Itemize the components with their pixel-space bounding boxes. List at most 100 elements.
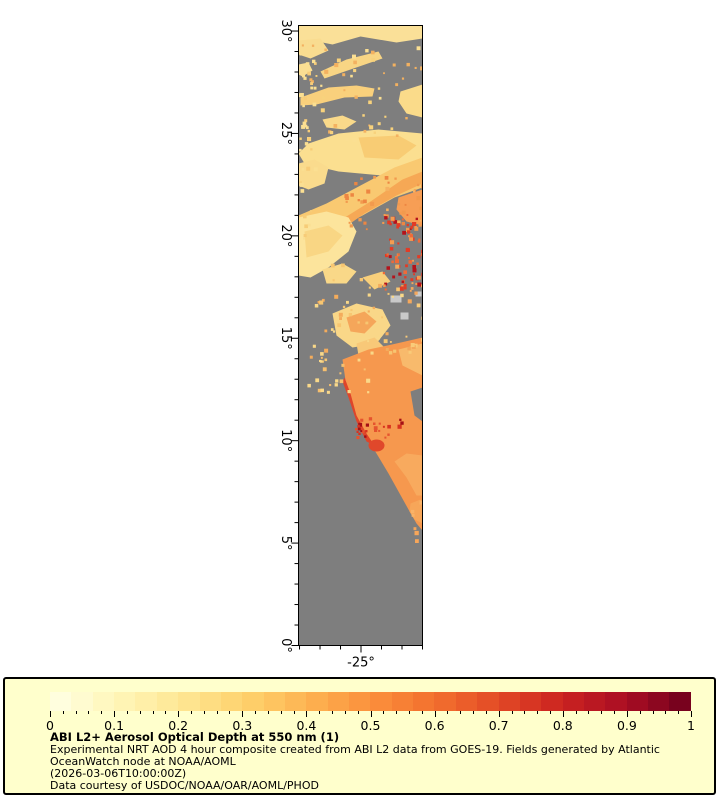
aod-speckle-mid-scatter (388, 351, 393, 355)
aod-speckle-red-cluster (403, 270, 407, 274)
cloud-patch-2 (415, 291, 422, 297)
aod-speckle-mid-scatter (342, 274, 346, 278)
aod-speckle-band-flecks (363, 221, 367, 225)
aod-speckle-mid-scatter (365, 321, 369, 325)
colorbar-minor-tick (152, 711, 154, 714)
legend-title: ABI L2+ Aerosol Optical Depth at 550 nm … (50, 730, 340, 744)
aod-speckle-top-scatter (334, 63, 339, 68)
aod-speckle-left-scatter (307, 223, 311, 227)
aod-speckle-red-cluster (391, 260, 394, 264)
colorbar-block (92, 692, 115, 711)
aod-speckle-mid-scatter (359, 278, 363, 282)
aod-speckle-red-cluster (397, 242, 400, 245)
aod-speckle-mid-scatter (367, 310, 370, 313)
aod-speckle-left-scatter (301, 125, 305, 129)
cloud-patch-0 (390, 295, 402, 303)
aod-speckle-top-scatter (353, 69, 357, 73)
colorbar-minor-tick (62, 711, 64, 714)
aod-speckle-band-flecks (349, 224, 353, 228)
aod-speckle-top-scatter (383, 72, 385, 75)
aod-speckle-right-edge-scatter (411, 345, 416, 349)
legend-timestamp: (2026-03-06T10:00:00Z) (50, 767, 187, 780)
colorbar-block (648, 692, 670, 711)
colorbar-minor-tick (255, 711, 257, 714)
aod-speckle-low-scatter (367, 391, 370, 394)
aod-speckle-top-scatter (342, 73, 346, 77)
aod-speckle-red-cluster (402, 230, 406, 235)
aod-speckle-low-scatter (366, 378, 371, 383)
aod-speckle-low-scatter (334, 383, 338, 387)
aod-speckle-top-scatter (324, 48, 327, 51)
aod-speckle-low-scatter (326, 390, 330, 394)
aod-speckle-wedge-top-red (364, 435, 367, 438)
aod-speckle-left-scatter (303, 76, 307, 80)
aod-speckle-top-scatter (373, 131, 376, 134)
aod-speckle-mid-scatter (337, 323, 342, 328)
aod-speckle-top-scatter (354, 95, 358, 99)
aod-speckle-top-scatter (420, 66, 423, 71)
aod-speckle-wedge-top-red (378, 429, 381, 432)
colorbar-block (626, 692, 649, 711)
aod-speckle-wedge-top-red (356, 430, 359, 433)
colorbar-tick-label: 0.3 (232, 718, 253, 733)
aod-speckle-low-scatter (307, 383, 311, 388)
aod-speckle-band-flecks (416, 196, 421, 201)
aod-speckle-low-scatter (341, 363, 345, 367)
aod-speckle-wedge-top-red (357, 427, 361, 431)
aod-speckle-wedge-top-red (356, 436, 360, 440)
aod-blob-wedge-grey-notch (410, 387, 423, 422)
aod-speckle-red-cluster (406, 214, 409, 216)
colorbar-block (327, 692, 350, 711)
aod-blob-wedge-red-center (368, 439, 385, 452)
aod-speckle-band-flecks (350, 193, 354, 197)
colorbar-minor-tick (165, 711, 167, 714)
aod-speckle-island-dots (413, 527, 417, 531)
aod-speckle-mid-scatter (378, 283, 382, 288)
aod-speckle-left-scatter (302, 104, 305, 108)
aod-speckle-top-scatter (352, 138, 357, 142)
aod-speckle-red-cluster (392, 275, 396, 279)
colorbar-major-tick (498, 711, 500, 717)
aod-speckle-mid-scatter (319, 300, 324, 305)
aod-blob-mid-streak (300, 85, 375, 106)
aod-speckle-red-cluster (386, 266, 390, 270)
colorbar-tick-label: 0.2 (168, 718, 189, 733)
aod-blob-mid-patch-1 (322, 263, 357, 284)
aod-speckle-top-scatter (302, 74, 305, 78)
aod-speckle-low-scatter (319, 360, 323, 363)
colorbar-minor-tick (524, 711, 526, 714)
aod-speckle-red-cluster (405, 264, 408, 268)
colorbar-minor-tick (652, 711, 654, 714)
colorbar-block (242, 692, 264, 711)
aod-speckle-left-scatter (309, 210, 312, 213)
aod-speckle-top-scatter (305, 126, 309, 130)
aod-speckle-band-flecks (401, 221, 405, 226)
aod-speckle-wedge-top-red (360, 418, 364, 422)
colorbar-block (71, 692, 93, 711)
colorbar-minor-tick (421, 711, 423, 714)
colorbar-block (199, 692, 221, 711)
aod-speckle-band-flecks (344, 194, 349, 199)
aod-speckle-band-flecks (419, 206, 423, 211)
map-frame (298, 25, 423, 646)
aod-speckle-red-cluster (417, 275, 421, 280)
colorbar-block (284, 692, 307, 711)
colorbar-block (220, 692, 243, 711)
aod-speckle-red-cluster (413, 273, 415, 276)
aod-map-plot: 30° 25° 20° 15° 10° 5° 0° -25° (278, 20, 423, 671)
aod-speckle-wedge-top-red (378, 422, 381, 425)
colorbar-block (562, 692, 584, 711)
aod-speckle-band-flecks (413, 190, 416, 193)
aod-speckle-red-cluster (405, 247, 410, 252)
aod-speckle-red-cluster (404, 286, 407, 290)
aod-speckle-red-cluster (394, 259, 399, 264)
aod-speckle-red-cluster (401, 218, 404, 221)
aod-speckle-mid-scatter (389, 341, 392, 343)
aod-speckle-mid-scatter (339, 317, 342, 320)
aod-speckle-red-cluster (395, 256, 398, 259)
aod-speckle-top-scatter (384, 115, 387, 118)
aod-speckle-mid-scatter (348, 313, 352, 317)
aod-speckle-mid-scatter (395, 264, 400, 269)
aod-speckle-top-scatter (371, 58, 376, 62)
colorbar-minor-tick (665, 711, 667, 714)
